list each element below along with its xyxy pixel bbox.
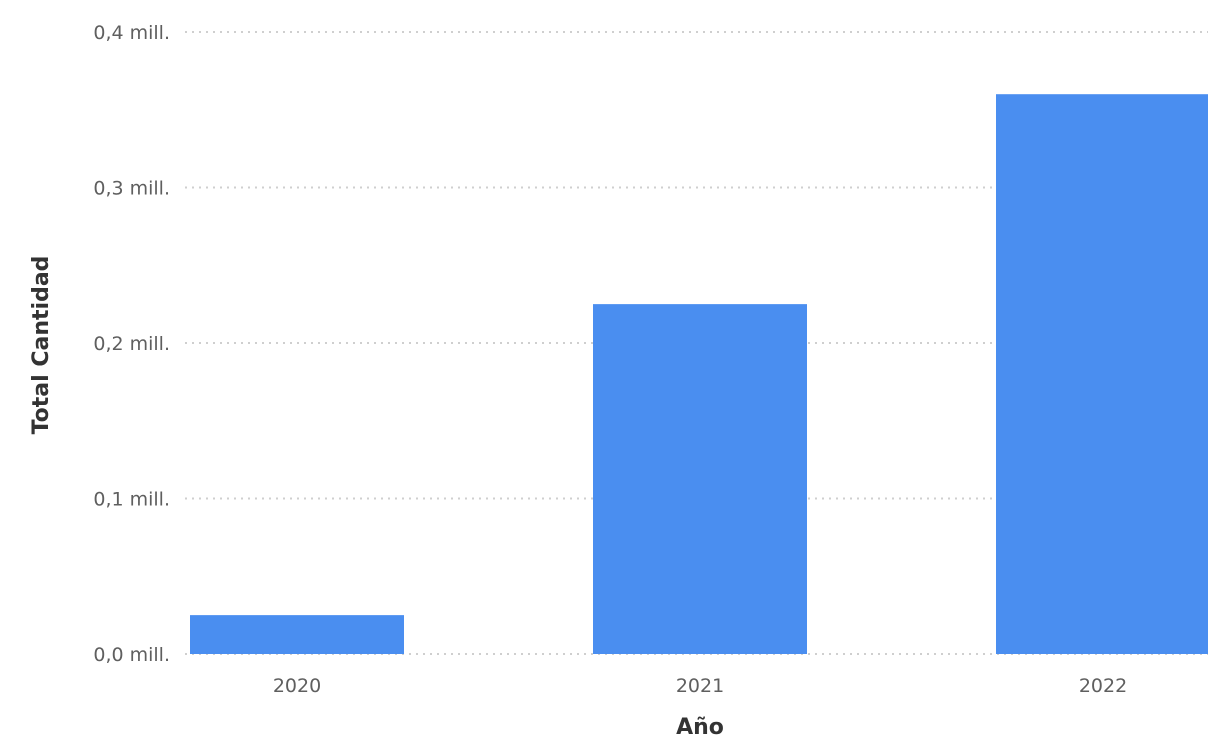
x-axis-title: Año xyxy=(676,715,724,740)
bar-2021[interactable] xyxy=(593,304,807,654)
x-tick-label-2022: 2022 xyxy=(1079,675,1127,697)
y-tick-label: 0,0 mill. xyxy=(93,644,170,666)
x-tick-label-2020: 2020 xyxy=(273,675,321,697)
bar-2020[interactable] xyxy=(190,615,404,654)
y-axis-title: Total Cantidad xyxy=(29,256,54,435)
y-tick-label: 0,2 mill. xyxy=(93,333,170,355)
x-tick-label-2021: 2021 xyxy=(676,675,724,697)
y-tick-label: 0,4 mill. xyxy=(93,22,170,44)
y-tick-label: 0,3 mill. xyxy=(93,178,170,200)
bars xyxy=(190,94,1208,654)
y-tick-label: 0,1 mill. xyxy=(93,489,170,511)
x-tick-labels: 2020 2021 2022 xyxy=(273,675,1127,697)
bar-2022[interactable] xyxy=(996,94,1208,654)
y-tick-labels: 0,0 mill. 0,1 mill. 0,2 mill. 0,3 mill. 0,4 … xyxy=(93,22,170,666)
